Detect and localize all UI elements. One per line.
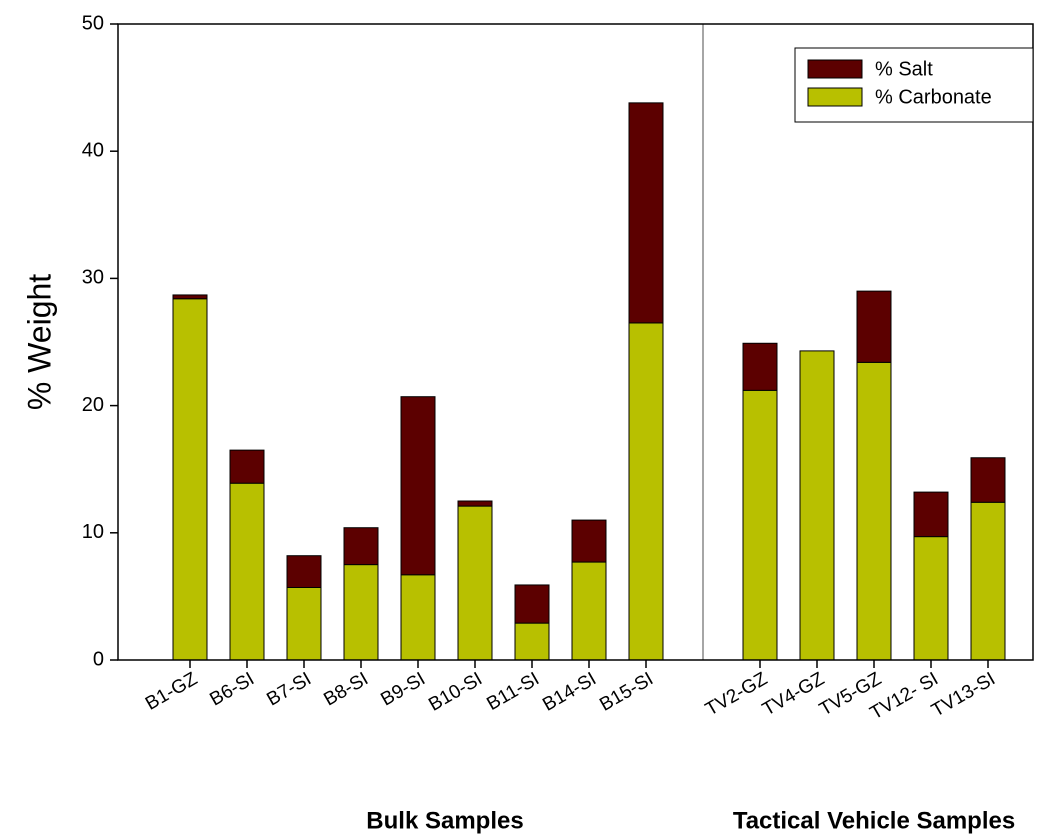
bar-segment <box>343 527 379 566</box>
x-tick-label: B7-SI <box>263 668 315 710</box>
bar-segment <box>856 361 892 661</box>
bar-segment <box>400 396 436 576</box>
x-tick-label: B11-SI <box>483 668 543 715</box>
bar-segment <box>742 342 778 391</box>
bar-segment <box>628 102 664 324</box>
bar-segment <box>514 584 550 624</box>
bar-segment <box>514 622 550 661</box>
bar-segment <box>343 564 379 661</box>
bar-segment <box>799 350 835 661</box>
bar-segment <box>856 290 892 363</box>
bar-segment <box>742 389 778 661</box>
bar-segment <box>970 457 1006 503</box>
x-tick-label: B6-SI <box>206 668 258 710</box>
y-tick-label: 10 <box>82 521 104 543</box>
y-tick-label: 30 <box>82 267 104 289</box>
x-tick-label: B8-SI <box>320 668 372 710</box>
bar-segment <box>571 561 607 661</box>
legend-label: % Salt <box>875 58 933 80</box>
x-tick-label: B14-SI <box>539 668 600 715</box>
bar-segment <box>457 505 493 661</box>
bar-segment <box>913 491 949 538</box>
bar-segment <box>970 501 1006 661</box>
bar-segment <box>286 586 322 661</box>
legend-swatch <box>807 87 863 107</box>
bar-segment <box>229 482 265 661</box>
y-tick-label: 20 <box>82 394 104 416</box>
legend-label: % Carbonate <box>875 86 992 108</box>
bar-segment <box>286 555 322 588</box>
group-label: Bulk Samples <box>366 807 523 834</box>
x-tick-label: B10-SI <box>425 668 486 715</box>
bar-segment <box>913 536 949 661</box>
plot-frame <box>117 23 1034 661</box>
group-label: Tactical Vehicle Samples <box>733 807 1015 834</box>
y-axis-label: % Weight <box>21 274 57 410</box>
bar-segment <box>172 298 208 661</box>
bar-segment <box>457 500 493 507</box>
x-tick-label: TV4-GZ <box>759 668 828 720</box>
y-tick-label: 40 <box>82 139 104 161</box>
x-tick-label: B9-SI <box>377 668 429 710</box>
bar-segment <box>628 322 664 661</box>
x-tick-label: B1-GZ <box>142 668 201 714</box>
bar-segment <box>172 294 208 300</box>
bar-segment <box>400 574 436 661</box>
x-tick-label: TV2-GZ <box>702 668 771 720</box>
legend-swatch <box>807 59 863 79</box>
bar-segment <box>229 449 265 484</box>
bar-segment <box>571 519 607 563</box>
y-tick-label: 50 <box>82 12 104 34</box>
x-tick-label: B15-SI <box>596 668 657 715</box>
y-tick-label: 0 <box>93 648 104 670</box>
x-tick-label: TV13-SI <box>928 668 999 721</box>
